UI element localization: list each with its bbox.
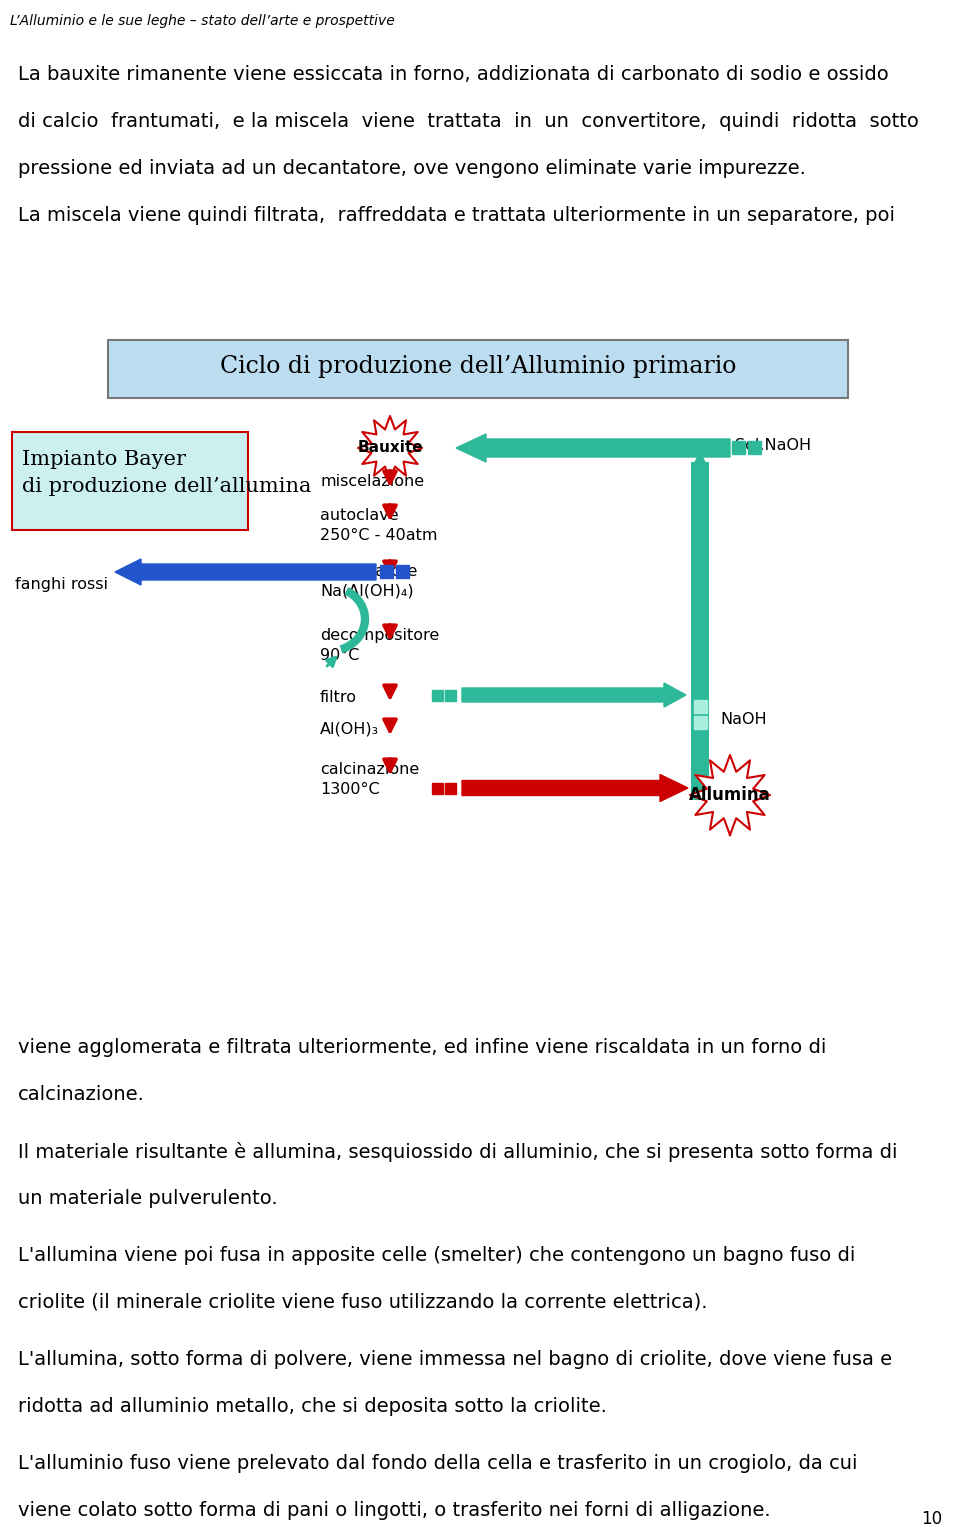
Text: Allumina: Allumina xyxy=(689,786,771,805)
Polygon shape xyxy=(358,416,422,480)
Text: L'allumina, sotto forma di polvere, viene immessa nel bagno di criolite, dove vi: L'allumina, sotto forma di polvere, vien… xyxy=(18,1350,892,1369)
FancyArrow shape xyxy=(462,774,688,802)
FancyBboxPatch shape xyxy=(108,340,848,398)
Text: Al(OH)₃: Al(OH)₃ xyxy=(320,722,379,738)
Text: ridotta ad alluminio metallo, che si deposita sotto la criolite.: ridotta ad alluminio metallo, che si dep… xyxy=(18,1398,607,1416)
Bar xyxy=(445,690,456,701)
Bar xyxy=(748,440,761,454)
Bar xyxy=(432,783,443,794)
Text: Impianto Bayer
di produzione dell’allumina: Impianto Bayer di produzione dell’allumi… xyxy=(22,450,311,495)
Text: viene colato sotto forma di pani o lingotti, o trasferito nei forni di alligazio: viene colato sotto forma di pani o lingo… xyxy=(18,1501,771,1519)
Text: Il materiale risultante è allumina, sesquiossido di alluminio, che si presenta s: Il materiale risultante è allumina, sesq… xyxy=(18,1141,898,1161)
Text: Ciclo di produzione dell’Alluminio primario: Ciclo di produzione dell’Alluminio prima… xyxy=(220,355,736,378)
Text: L’Alluminio e le sue leghe – stato dell’arte e prospettive: L’Alluminio e le sue leghe – stato dell’… xyxy=(10,14,395,27)
Text: La bauxite rimanente viene essiccata in forno, addizionata di carbonato di sodio: La bauxite rimanente viene essiccata in … xyxy=(18,66,889,84)
Bar xyxy=(396,565,409,578)
Text: La miscela viene quindi filtrata,  raffreddata e trattata ulteriormente in un se: La miscela viene quindi filtrata, raffre… xyxy=(18,206,895,226)
FancyArrow shape xyxy=(462,683,686,707)
Text: decantatore
Na(Al(OH)₄): decantatore Na(Al(OH)₄) xyxy=(320,564,418,599)
FancyArrow shape xyxy=(456,434,730,462)
Bar xyxy=(432,690,443,701)
Text: criolite (il minerale criolite viene fuso utilizzando la corrente elettrica).: criolite (il minerale criolite viene fus… xyxy=(18,1292,708,1312)
Text: calcinazione
1300°C: calcinazione 1300°C xyxy=(320,762,420,797)
FancyArrow shape xyxy=(115,559,376,585)
Polygon shape xyxy=(690,754,770,835)
Text: autoclave
250°C - 40atm: autoclave 250°C - 40atm xyxy=(320,507,438,543)
Bar xyxy=(732,440,745,454)
Text: L'allumina viene poi fusa in apposite celle (smelter) che contengono un bagno fu: L'allumina viene poi fusa in apposite ce… xyxy=(18,1247,855,1265)
Text: Sol.NaOH: Sol.NaOH xyxy=(735,437,811,453)
Text: calcinazione.: calcinazione. xyxy=(18,1085,145,1103)
Text: filtro: filtro xyxy=(320,690,357,706)
Text: di calcio  frantumati,  e la miscela  viene  trattata  in  un  convertitore,  qu: di calcio frantumati, e la miscela viene… xyxy=(18,111,919,131)
Text: decompositore
90°C: decompositore 90°C xyxy=(320,628,440,663)
Text: viene agglomerata e filtrata ulteriormente, ed infine viene riscaldata in un for: viene agglomerata e filtrata ulteriormen… xyxy=(18,1038,827,1058)
Text: pressione ed inviata ad un decantatore, ove vengono eliminate varie impurezze.: pressione ed inviata ad un decantatore, … xyxy=(18,158,805,178)
Text: 10: 10 xyxy=(921,1510,942,1524)
Text: L'alluminio fuso viene prelevato dal fondo della cella e trasferito in un crogio: L'alluminio fuso viene prelevato dal fon… xyxy=(18,1454,857,1474)
Text: miscelazione: miscelazione xyxy=(320,474,424,489)
Text: Bauxite: Bauxite xyxy=(357,440,422,456)
Text: fanghi rossi: fanghi rossi xyxy=(15,578,108,591)
Bar xyxy=(445,783,456,794)
FancyBboxPatch shape xyxy=(12,431,248,530)
Bar xyxy=(380,565,393,578)
Text: un materiale pulverulento.: un materiale pulverulento. xyxy=(18,1189,277,1209)
Bar xyxy=(694,716,707,728)
Bar xyxy=(694,700,707,713)
Text: NaOH: NaOH xyxy=(720,712,767,727)
